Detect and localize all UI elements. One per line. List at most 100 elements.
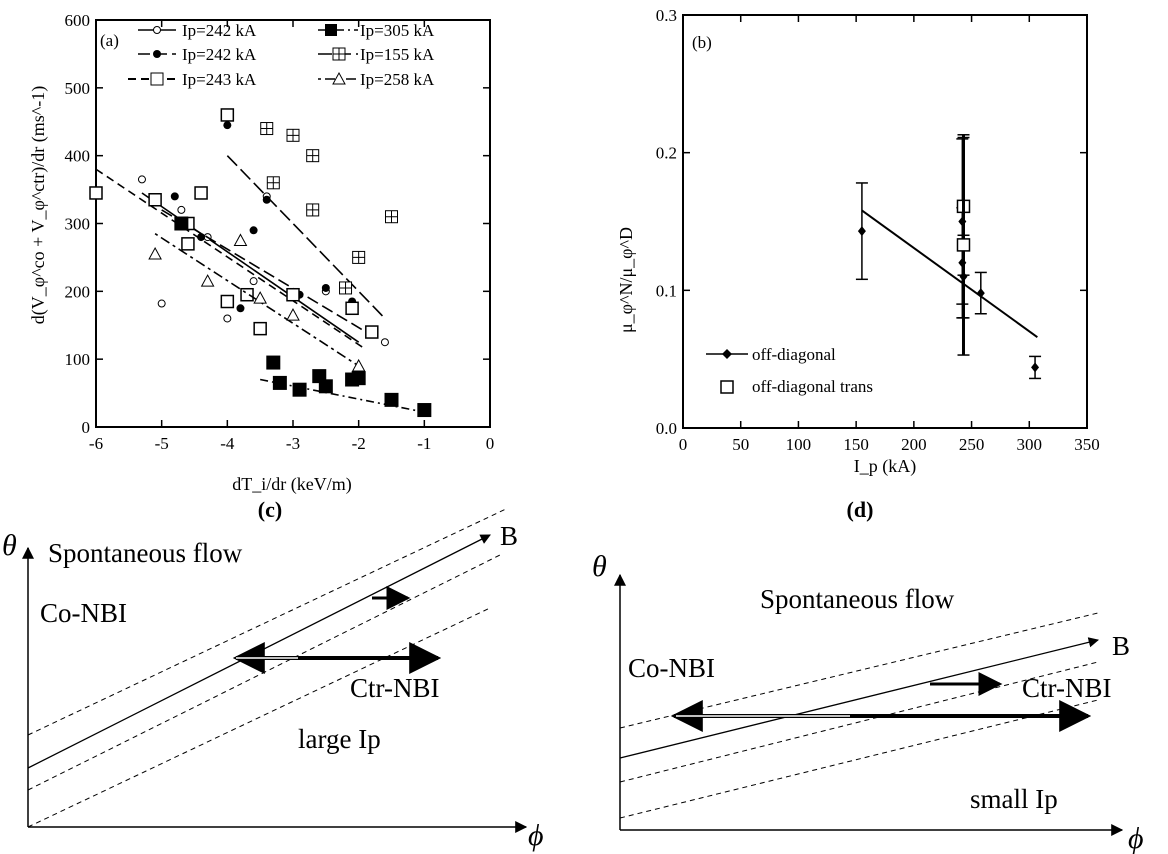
data-point-cross bbox=[385, 210, 398, 223]
data-point-cross bbox=[287, 129, 299, 142]
fit-line bbox=[141, 192, 360, 343]
spontaneous-flow-label: Spontaneous flow bbox=[760, 584, 955, 614]
x-tick-label: 150 bbox=[843, 435, 869, 454]
data-point bbox=[339, 281, 353, 295]
data-point bbox=[384, 392, 399, 407]
spontaneous-flow-label: Spontaneous flow bbox=[48, 538, 243, 568]
diagram-d: (d) θ ϕ B Spontaneous flow Co-NBI Ctr-NB… bbox=[592, 497, 1144, 854]
data-point bbox=[223, 314, 232, 323]
diagram-c-label: (c) bbox=[258, 497, 282, 522]
legend-item-ip258: Ip=258 kA bbox=[318, 70, 435, 89]
x-tick-label: 50 bbox=[732, 435, 749, 454]
y-tick-label: 300 bbox=[65, 215, 91, 234]
data-point bbox=[194, 186, 208, 200]
data-point bbox=[286, 287, 300, 302]
data-point-cross bbox=[339, 281, 352, 294]
y-tick-label: 0.0 bbox=[656, 419, 677, 438]
y-tick-label: 600 bbox=[65, 11, 91, 30]
chart-a: -6 -5 -4 -3 -2 -1 0 0 100 200 300 400 500 600 (a) dT_… bbox=[28, 11, 494, 495]
x-tick-label: 350 bbox=[1074, 435, 1100, 454]
data-point bbox=[321, 283, 330, 292]
data-point bbox=[266, 355, 281, 370]
data-point bbox=[148, 193, 162, 207]
chart-a-y-axis-label: d(V_φ^co + V_φ^ctr)/dr (ms^-1) bbox=[28, 86, 49, 324]
data-point bbox=[352, 250, 366, 264]
data-point bbox=[351, 358, 366, 372]
data-point bbox=[200, 274, 215, 287]
fit-line bbox=[861, 209, 1038, 338]
legend-label: off-diagonal trans bbox=[752, 377, 873, 396]
x-tick-label: 250 bbox=[959, 435, 985, 454]
data-point bbox=[380, 338, 389, 347]
ip-label: small Ip bbox=[970, 784, 1058, 814]
legend-item-ip242-filled: Ip=242 kA bbox=[138, 45, 257, 64]
chart-b-plot-area: 0 50 100 150 200 250 300 350 0.0 0.1 0.2 0.3 bbox=[656, 6, 1100, 454]
series-5 bbox=[226, 122, 398, 320]
data-point bbox=[345, 301, 359, 316]
theta-symbol: θ bbox=[2, 529, 17, 562]
flux-line-lower bbox=[619, 661, 1099, 783]
x-tick-label: 200 bbox=[901, 435, 927, 454]
plot-frame bbox=[682, 14, 1088, 429]
y-tick-label: 0.2 bbox=[656, 144, 677, 163]
chart-b-y-axis-label: μ_φ^N/μ_φ^D bbox=[616, 227, 636, 333]
data-point bbox=[286, 308, 300, 321]
data-point bbox=[236, 304, 245, 313]
data-point-cross bbox=[306, 149, 319, 162]
data-point bbox=[220, 108, 235, 122]
data-point bbox=[148, 246, 162, 260]
data-point bbox=[157, 299, 166, 308]
data-point bbox=[174, 216, 189, 231]
data-point bbox=[306, 203, 320, 217]
series-1 bbox=[855, 138, 1042, 380]
data-point bbox=[351, 371, 366, 386]
data-point bbox=[249, 277, 258, 286]
legend-item-ip242-open: Ip=242 kA bbox=[138, 21, 257, 40]
data-point bbox=[260, 122, 274, 136]
chart-b-x-axis-label: I_p (kA) bbox=[854, 456, 916, 477]
data-point bbox=[365, 325, 379, 339]
data-point bbox=[956, 238, 971, 252]
b-label: B bbox=[1112, 631, 1130, 661]
b-field-line bbox=[27, 534, 491, 769]
diagram-d-label: (d) bbox=[847, 497, 874, 522]
data-point bbox=[318, 379, 333, 394]
data-point bbox=[1031, 362, 1040, 373]
chart-a-legend: Ip=242 kA Ip=242 kA Ip=243 kA Ip=305 kA bbox=[128, 21, 435, 89]
x-tick-label: -5 bbox=[155, 434, 169, 453]
data-point bbox=[286, 128, 300, 142]
data-point bbox=[417, 403, 432, 418]
phi-symbol: ϕ bbox=[528, 819, 544, 852]
data-point bbox=[272, 375, 287, 390]
legend-label: Ip=243 kA bbox=[182, 70, 257, 89]
b-label: B bbox=[500, 521, 518, 551]
phi-symbol: ϕ bbox=[1128, 822, 1144, 854]
legend-item-ip243: Ip=243 kA bbox=[128, 70, 257, 89]
data-point-cross bbox=[267, 176, 280, 189]
data-point bbox=[240, 287, 254, 302]
y-tick-label: 0.3 bbox=[656, 6, 677, 25]
legend-label: Ip=258 kA bbox=[360, 70, 435, 89]
legend-label: Ip=242 kA bbox=[182, 21, 257, 40]
y-tick-label: 400 bbox=[65, 147, 91, 166]
series-3 bbox=[89, 108, 379, 350]
x-tick-label: -3 bbox=[286, 434, 300, 453]
data-point bbox=[249, 226, 258, 235]
data-point bbox=[197, 233, 206, 242]
co-nbi-label: Co-NBI bbox=[628, 653, 715, 683]
chart-b-panel-label: (b) bbox=[692, 33, 712, 52]
y-tick-label: 0.1 bbox=[656, 281, 677, 300]
y-tick-label: 100 bbox=[65, 350, 91, 369]
chart-b-legend: off-diagonal off-diagonal trans bbox=[706, 345, 873, 396]
diagram-c: (c) θ ϕ B Spontaneous flow Co-NBI Ctr-NB… bbox=[2, 497, 544, 852]
y-tick-label: 0 bbox=[82, 418, 91, 437]
data-point bbox=[181, 237, 195, 251]
fit-line bbox=[260, 378, 432, 415]
ctr-nbi-label: Ctr-NBI bbox=[1022, 673, 1111, 703]
x-tick-label: -1 bbox=[417, 434, 431, 453]
chart-a-panel-label: (a) bbox=[100, 31, 119, 50]
x-tick-label: 300 bbox=[1017, 435, 1043, 454]
data-point bbox=[976, 288, 985, 299]
co-nbi-label: Co-NBI bbox=[40, 598, 127, 628]
data-point-cross bbox=[260, 122, 273, 135]
